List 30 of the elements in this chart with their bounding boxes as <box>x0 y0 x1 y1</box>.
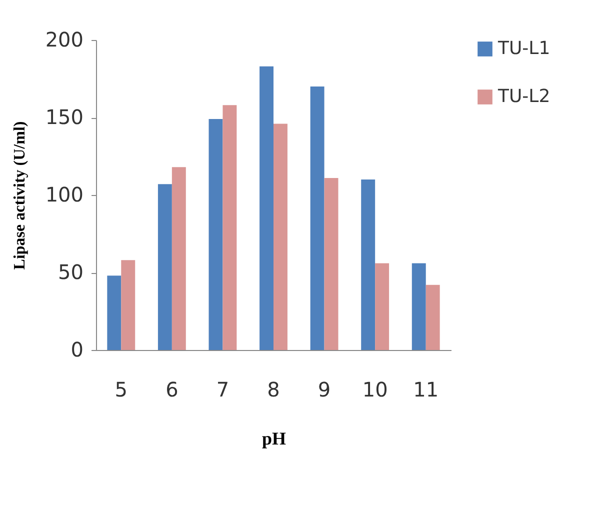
bar <box>310 86 324 350</box>
x-tick-label: 9 <box>318 378 331 402</box>
x-tick-label: 5 <box>114 378 128 402</box>
bar <box>121 260 136 350</box>
bar <box>375 263 390 350</box>
bar <box>324 178 338 350</box>
y-tick-label: 50 <box>58 260 84 284</box>
bar <box>107 276 122 350</box>
bar <box>172 167 186 350</box>
x-axis-title: pH <box>262 428 286 448</box>
bar <box>222 105 237 350</box>
bar <box>426 284 440 350</box>
y-tick-label: 150 <box>45 105 84 129</box>
x-tick-label: 7 <box>216 378 230 402</box>
bar <box>158 184 172 350</box>
y-tick-label: 100 <box>45 182 84 206</box>
bar <box>361 180 376 350</box>
bar <box>260 66 274 350</box>
x-tick-label: 8 <box>267 378 280 402</box>
bar <box>412 263 426 350</box>
legend-label: TU-L1 <box>497 38 550 59</box>
bar <box>208 119 223 350</box>
x-tick-label: 6 <box>166 378 178 402</box>
y-axis-title: Lipase activity (U/ml) <box>11 121 28 270</box>
y-tick-label: 200 <box>45 28 84 52</box>
bar <box>274 124 288 350</box>
legend-label: TU-L2 <box>497 86 550 107</box>
x-tick-label: 11 <box>413 378 439 402</box>
x-tick-label: 10 <box>362 378 388 402</box>
y-tick-label: 0 <box>70 338 84 362</box>
